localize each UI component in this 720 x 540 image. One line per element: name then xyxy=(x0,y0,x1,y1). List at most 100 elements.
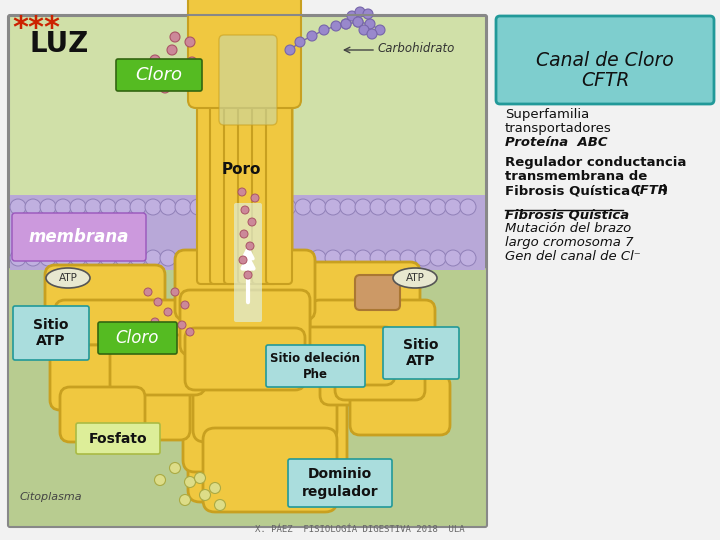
Circle shape xyxy=(179,495,191,505)
FancyBboxPatch shape xyxy=(295,327,395,385)
Circle shape xyxy=(187,57,197,67)
Circle shape xyxy=(341,19,351,29)
Circle shape xyxy=(295,250,311,266)
Circle shape xyxy=(170,32,180,42)
Circle shape xyxy=(130,199,146,215)
Circle shape xyxy=(205,250,221,266)
Circle shape xyxy=(400,199,416,215)
Circle shape xyxy=(370,199,386,215)
Circle shape xyxy=(194,472,205,483)
FancyBboxPatch shape xyxy=(210,6,236,284)
Circle shape xyxy=(40,199,56,215)
FancyBboxPatch shape xyxy=(266,345,365,387)
Text: CFTR: CFTR xyxy=(631,184,669,197)
FancyBboxPatch shape xyxy=(197,6,223,284)
Text: Sitio deleción
Phe: Sitio deleción Phe xyxy=(270,352,360,381)
Circle shape xyxy=(70,250,86,266)
Circle shape xyxy=(295,199,311,215)
Circle shape xyxy=(205,199,221,215)
FancyBboxPatch shape xyxy=(212,8,238,286)
Text: CFTR: CFTR xyxy=(581,71,629,91)
Circle shape xyxy=(10,250,26,266)
FancyBboxPatch shape xyxy=(45,265,165,335)
Circle shape xyxy=(145,250,161,266)
Circle shape xyxy=(265,199,281,215)
Circle shape xyxy=(160,83,170,93)
FancyBboxPatch shape xyxy=(175,250,315,320)
Circle shape xyxy=(307,31,317,41)
Circle shape xyxy=(415,199,431,215)
FancyBboxPatch shape xyxy=(300,262,420,330)
Circle shape xyxy=(460,199,476,215)
Circle shape xyxy=(430,250,446,266)
Circle shape xyxy=(340,250,356,266)
Circle shape xyxy=(400,250,416,266)
Circle shape xyxy=(199,489,210,501)
Text: X. PÁEZ  FISIOLOGÍA DIGESTIVA 2018  ULA: X. PÁEZ FISIOLOGÍA DIGESTIVA 2018 ULA xyxy=(255,525,465,534)
FancyBboxPatch shape xyxy=(180,290,310,355)
Circle shape xyxy=(154,298,162,306)
Circle shape xyxy=(150,55,160,65)
Circle shape xyxy=(310,250,326,266)
Circle shape xyxy=(143,60,153,70)
Circle shape xyxy=(415,250,431,266)
Circle shape xyxy=(310,199,326,215)
Text: Dominio
regulador: Dominio regulador xyxy=(302,467,378,498)
FancyBboxPatch shape xyxy=(266,6,292,284)
Text: Citoplasma: Citoplasma xyxy=(20,492,83,502)
Text: Mutación del brazo: Mutación del brazo xyxy=(505,222,631,235)
Circle shape xyxy=(166,338,174,346)
Circle shape xyxy=(210,483,220,494)
Text: Carbohidrato: Carbohidrato xyxy=(378,42,455,55)
FancyBboxPatch shape xyxy=(98,322,177,354)
Circle shape xyxy=(238,188,246,196)
Circle shape xyxy=(265,250,281,266)
Circle shape xyxy=(180,73,190,83)
Circle shape xyxy=(186,328,194,336)
Circle shape xyxy=(181,301,189,309)
Circle shape xyxy=(246,242,254,250)
Circle shape xyxy=(160,250,176,266)
Circle shape xyxy=(235,250,251,266)
FancyBboxPatch shape xyxy=(55,300,185,375)
Circle shape xyxy=(363,9,373,19)
Text: largo cromosoma 7: largo cromosoma 7 xyxy=(505,236,634,249)
Circle shape xyxy=(25,199,41,215)
Circle shape xyxy=(169,462,181,474)
FancyBboxPatch shape xyxy=(76,423,160,454)
Circle shape xyxy=(160,199,176,215)
Circle shape xyxy=(115,199,131,215)
Circle shape xyxy=(151,318,159,326)
Circle shape xyxy=(171,288,179,296)
Circle shape xyxy=(370,250,386,266)
Text: ): ) xyxy=(662,184,668,197)
Circle shape xyxy=(130,250,146,266)
FancyBboxPatch shape xyxy=(13,306,89,360)
Circle shape xyxy=(375,25,385,35)
Circle shape xyxy=(144,288,152,296)
Text: Cloro: Cloro xyxy=(115,329,158,347)
Circle shape xyxy=(220,199,236,215)
FancyBboxPatch shape xyxy=(193,368,337,442)
Circle shape xyxy=(164,308,172,316)
Circle shape xyxy=(163,65,173,75)
FancyBboxPatch shape xyxy=(335,340,425,400)
Circle shape xyxy=(185,37,195,47)
Circle shape xyxy=(367,29,377,39)
Ellipse shape xyxy=(46,268,90,288)
Circle shape xyxy=(341,19,351,29)
Circle shape xyxy=(178,321,186,329)
FancyBboxPatch shape xyxy=(188,0,301,108)
FancyBboxPatch shape xyxy=(238,6,264,284)
Text: transportadores: transportadores xyxy=(505,122,612,135)
Text: ***: *** xyxy=(12,14,60,43)
Circle shape xyxy=(100,250,116,266)
Ellipse shape xyxy=(393,268,437,288)
Circle shape xyxy=(340,199,356,215)
Text: Cloro: Cloro xyxy=(135,66,182,84)
FancyBboxPatch shape xyxy=(110,335,205,395)
Circle shape xyxy=(250,199,266,215)
Text: Regulador conductancia: Regulador conductancia xyxy=(505,156,686,169)
Text: Proteína  ABC: Proteína ABC xyxy=(505,136,608,149)
FancyBboxPatch shape xyxy=(234,203,262,322)
